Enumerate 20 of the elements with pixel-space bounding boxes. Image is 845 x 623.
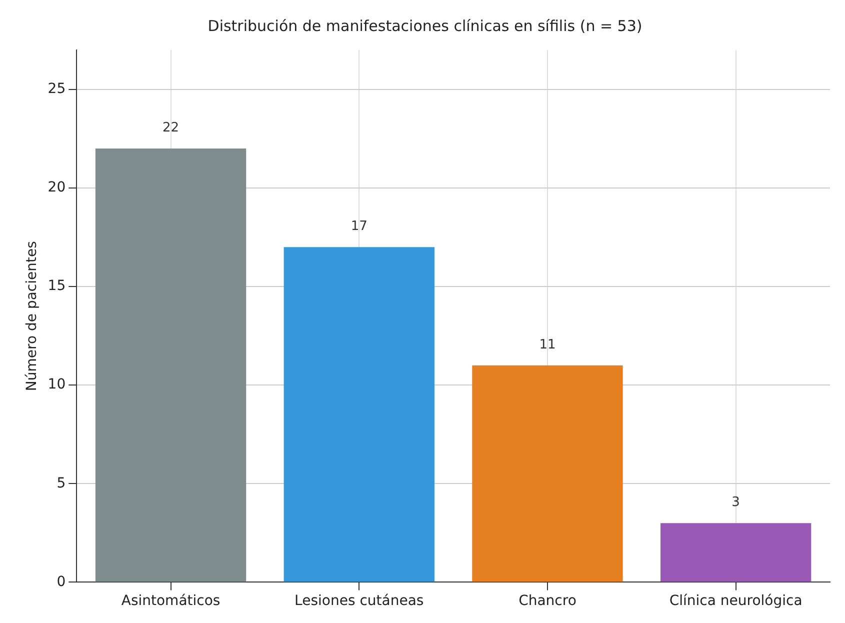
x-tick-label: Chancro	[518, 593, 576, 610]
data-label: 11	[539, 337, 556, 352]
y-tick-label: 25	[48, 81, 66, 98]
y-tick-label: 20	[48, 180, 66, 196]
y-tick-label: 0	[56, 574, 66, 590]
bar	[95, 148, 246, 582]
x-tick-label: Lesiones cutáneas	[294, 593, 424, 610]
data-label: 3	[732, 494, 740, 510]
y-tick-label: 15	[48, 278, 66, 294]
bar	[660, 523, 812, 582]
bar	[284, 247, 434, 582]
y-tick-label: 10	[48, 376, 66, 393]
y-tick-label: 5	[56, 475, 66, 492]
y-axis-title: Número de pacientes	[24, 241, 40, 392]
bar	[472, 365, 623, 582]
chart-title: Distribución de manifestaciones clínicas en sífilis (n = 53)	[208, 16, 642, 35]
x-tick-label: Asintomáticos	[121, 593, 220, 610]
data-label: 22	[162, 120, 180, 136]
data-label: 17	[350, 218, 368, 234]
x-tick-label: Clínica neurológica	[669, 593, 802, 610]
